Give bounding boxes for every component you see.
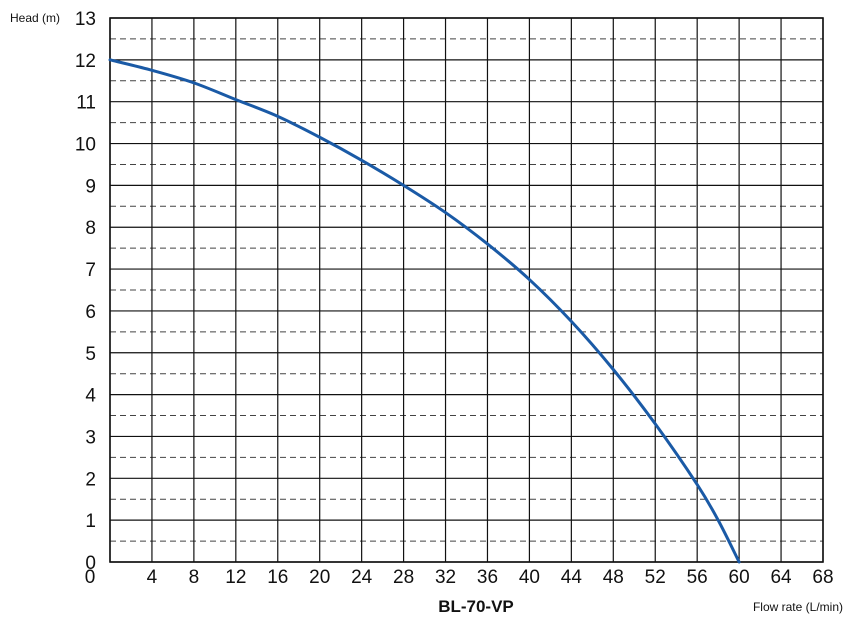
x-tick-label: 28 bbox=[393, 567, 414, 588]
x-tick-label: 12 bbox=[225, 567, 246, 588]
y-tick-label: 8 bbox=[85, 218, 96, 239]
y-tick-label: 0 bbox=[85, 553, 96, 574]
x-tick-label: 4 bbox=[147, 567, 158, 588]
x-tick-label: 20 bbox=[309, 567, 330, 588]
x-tick-label: 52 bbox=[645, 567, 666, 588]
x-tick-label: 24 bbox=[351, 567, 373, 588]
x-tick-label: 16 bbox=[267, 567, 288, 588]
x-tick-label: 56 bbox=[687, 567, 708, 588]
y-tick-label: 10 bbox=[75, 135, 96, 156]
y-tick-label: 1 bbox=[85, 511, 96, 532]
y-tick-label: 4 bbox=[85, 386, 96, 407]
x-tick-label: 32 bbox=[435, 567, 456, 588]
y-tick-label: 9 bbox=[85, 176, 96, 197]
x-tick-label: 8 bbox=[189, 567, 200, 588]
y-tick-label: 6 bbox=[85, 302, 96, 323]
y-tick-label: 2 bbox=[85, 469, 96, 490]
x-tick-label: 36 bbox=[477, 567, 498, 588]
plot-frame bbox=[109, 17, 824, 563]
y-tick-label: 7 bbox=[85, 260, 96, 281]
y-tick-label: 12 bbox=[75, 51, 96, 72]
y-tick-label: 13 bbox=[75, 9, 96, 30]
x-tick-label: 48 bbox=[603, 567, 624, 588]
series-line-head-curve bbox=[108, 58, 741, 564]
y-tick-label: 3 bbox=[85, 427, 96, 448]
x-tick-label: 68 bbox=[812, 567, 833, 588]
x-tick-label: 44 bbox=[561, 567, 583, 588]
x-tick-label: 0 bbox=[85, 567, 96, 588]
y-tick-label: 5 bbox=[85, 344, 96, 365]
chart-title: BL-70-VP bbox=[438, 597, 514, 616]
grid bbox=[109, 17, 824, 563]
y-axis-label: Head (m) bbox=[10, 11, 60, 25]
y-tick-label: 11 bbox=[76, 93, 96, 114]
series bbox=[108, 58, 741, 564]
x-tick-label: 60 bbox=[729, 567, 750, 588]
x-axis-label: Flow rate (L/min) bbox=[753, 600, 843, 614]
x-tick-label: 64 bbox=[770, 567, 792, 588]
x-tick-label: 40 bbox=[519, 567, 540, 588]
